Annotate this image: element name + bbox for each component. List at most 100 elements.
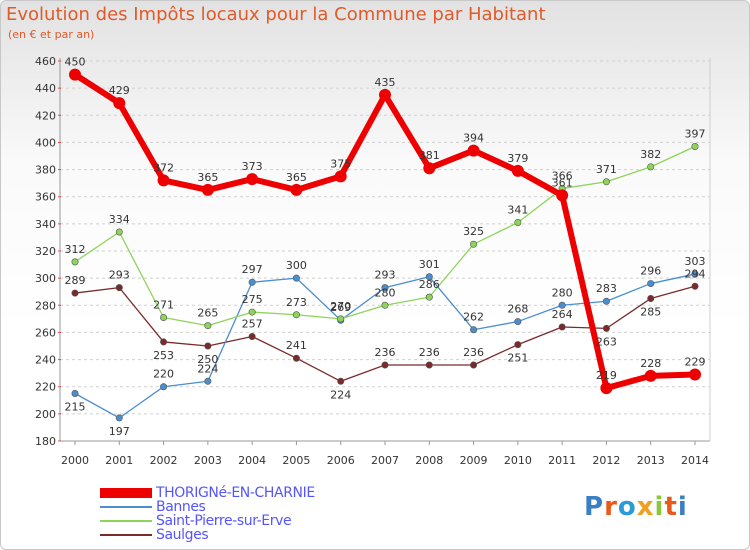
data-point: [514, 341, 522, 349]
legend-item: THORIGNé-EN-CHARNIE: [100, 485, 315, 501]
y-tick-label: 280: [35, 299, 56, 312]
y-tick-label: 240: [35, 354, 56, 367]
data-label: 236: [375, 346, 396, 359]
data-label: 224: [330, 388, 351, 401]
y-tick-label: 320: [35, 245, 56, 258]
logo-letter: i: [654, 492, 665, 522]
y-tick-label: 400: [35, 136, 56, 149]
data-label: 263: [596, 335, 617, 348]
data-point: [602, 297, 610, 305]
data-label: 300: [286, 259, 307, 272]
data-label: 435: [375, 76, 396, 89]
data-label: 293: [109, 269, 130, 282]
proxiti-logo: Proxiti: [584, 492, 688, 522]
data-point: [381, 301, 389, 309]
data-label: 270: [330, 300, 351, 313]
data-label: 382: [640, 148, 661, 161]
x-tick-label: 2005: [282, 454, 310, 467]
y-tick-label: 440: [35, 82, 56, 95]
data-label: 269: [330, 301, 351, 314]
data-point: [470, 326, 478, 334]
x-tick-label: 2006: [327, 454, 355, 467]
legend-item: Saint-Pierre-sur-Erve: [100, 513, 292, 529]
data-point: [425, 361, 433, 369]
data-point: [558, 323, 566, 331]
data-point: [602, 178, 610, 186]
data-label: 297: [242, 263, 263, 276]
data-label: 394: [463, 132, 484, 145]
data-label: 365: [197, 171, 218, 184]
data-label: 220: [153, 368, 174, 381]
legend-swatch: [100, 506, 152, 508]
y-tick-label: 200: [35, 408, 56, 421]
data-label: 280: [552, 286, 573, 299]
data-point: [470, 240, 478, 248]
x-tick-label: 2013: [637, 454, 665, 467]
data-point: [423, 162, 436, 175]
data-point: [292, 274, 300, 282]
legend-label: Saint-Pierre-sur-Erve: [156, 513, 292, 529]
data-point: [157, 174, 170, 187]
data-point: [292, 311, 300, 319]
legend-item: Saulges: [100, 527, 209, 543]
logo-letter: o: [617, 492, 637, 522]
data-point: [511, 164, 524, 177]
y-tick-label: 380: [35, 164, 56, 177]
data-label: 280: [375, 286, 396, 299]
data-label: 283: [596, 282, 617, 295]
x-tick-label: 2007: [371, 454, 399, 467]
data-point: [204, 342, 212, 350]
data-label: 219: [596, 369, 617, 382]
legend-swatch: [100, 534, 152, 536]
data-point: [381, 284, 389, 292]
x-tick-label: 2004: [238, 454, 266, 467]
data-point: [115, 228, 123, 236]
x-tick-label: 2008: [415, 454, 443, 467]
y-tick-label: 460: [35, 55, 56, 68]
data-label: 379: [507, 152, 528, 165]
y-tick-label: 420: [35, 109, 56, 122]
data-point: [113, 97, 126, 110]
data-point: [644, 369, 657, 382]
y-tick-label: 300: [35, 272, 56, 285]
data-point: [201, 183, 214, 196]
data-point: [248, 332, 256, 340]
data-label: 273: [286, 296, 307, 309]
data-point: [556, 189, 569, 202]
data-label: 250: [197, 353, 218, 366]
data-point: [558, 301, 566, 309]
data-point: [248, 308, 256, 316]
grid-lines: [60, 60, 710, 442]
data-label: 296: [640, 265, 661, 278]
x-tick-label: 2000: [61, 454, 89, 467]
data-point: [204, 377, 212, 385]
data-point: [602, 324, 610, 332]
legend-label: Bannes: [156, 499, 206, 515]
data-label: 251: [507, 352, 528, 365]
data-label: 371: [596, 163, 617, 176]
data-label: 341: [507, 204, 528, 217]
data-point: [647, 163, 655, 171]
data-point: [160, 383, 168, 391]
x-tick-label: 2011: [548, 454, 576, 467]
data-label: 197: [109, 425, 130, 438]
data-label: 224: [197, 362, 218, 375]
data-label: 253: [153, 349, 174, 362]
data-label: 429: [109, 84, 130, 97]
x-tick-label: 2010: [504, 454, 532, 467]
legend-swatch: [100, 488, 152, 498]
data-label: 334: [109, 213, 130, 226]
data-label: 229: [685, 356, 706, 369]
data-label: 271: [153, 299, 174, 312]
data-label: 215: [65, 401, 86, 414]
data-point: [647, 294, 655, 302]
data-point: [691, 282, 699, 290]
x-tick-label: 2002: [150, 454, 178, 467]
data-point: [71, 258, 79, 266]
data-point: [115, 284, 123, 292]
data-label: 241: [286, 339, 307, 352]
data-point: [379, 88, 391, 101]
data-label: 275: [242, 293, 263, 306]
